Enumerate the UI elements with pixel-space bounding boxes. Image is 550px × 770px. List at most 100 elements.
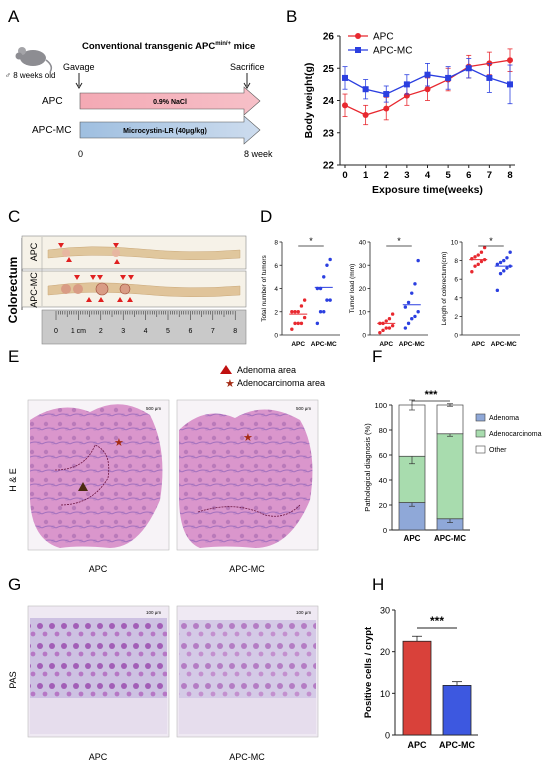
significance-label: * xyxy=(397,236,401,246)
apc-treatment-arrow xyxy=(79,86,261,116)
y-axis-title: Pathological diagnosis (%) xyxy=(363,423,372,512)
data-point xyxy=(387,326,392,330)
x-tick-label: APC xyxy=(407,740,427,750)
significance-label: *** xyxy=(425,389,439,401)
data-point xyxy=(403,305,408,309)
data-point xyxy=(508,250,512,254)
mc-treatment-arrow xyxy=(79,115,261,145)
data-point xyxy=(473,255,477,259)
data-point xyxy=(383,91,390,98)
x-tick-label: APC xyxy=(291,341,305,348)
stacked-bar-adenocarcinoma xyxy=(436,433,464,520)
ruler-tick-label: 0 xyxy=(54,328,58,335)
y-tick-label: 40 xyxy=(379,476,387,485)
he-mc-label: APC-MC xyxy=(229,564,265,574)
organ-label: Colorectum xyxy=(6,257,20,324)
legend-label: APC xyxy=(373,32,394,43)
stacked-bar-adenoma xyxy=(398,502,426,531)
protocol-title: Conventional transgenic APCmin/+ mice xyxy=(82,41,255,52)
x-tick-label: 3 xyxy=(404,170,409,181)
pas-apc-label: APC xyxy=(89,752,108,762)
y-tick-label: 4 xyxy=(274,286,278,293)
y-tick-label: 26 xyxy=(323,32,335,43)
y-tick-label: 6 xyxy=(454,277,458,284)
x-tick-label: APC-MC xyxy=(311,341,337,348)
data-point xyxy=(502,269,506,273)
y-tick-label: 80 xyxy=(379,426,387,435)
apc-pas-scale: 100 μm xyxy=(146,610,161,615)
row-apc-label: APC xyxy=(29,242,39,261)
group-mc-label: APC-MC xyxy=(32,125,71,136)
data-point xyxy=(342,102,348,109)
y-axis-title: Length of colorectum(cm) xyxy=(441,252,448,326)
y-tick-label: 0 xyxy=(385,731,390,741)
apc-he-scale: 500 μm xyxy=(146,406,161,411)
tumor-marker-icons xyxy=(58,243,134,302)
timeline-end: 8 week xyxy=(244,149,273,159)
x-tick-label: APC-MC xyxy=(439,740,475,750)
y-tick-label: 100 xyxy=(374,401,387,410)
data-point xyxy=(479,259,484,264)
legend-marker xyxy=(355,47,361,53)
data-point xyxy=(473,264,477,268)
legend-swatch-adenoma xyxy=(475,413,486,422)
data-point xyxy=(424,71,431,78)
data-point xyxy=(413,314,417,319)
data-point xyxy=(296,321,300,326)
y-tick-label: 40 xyxy=(359,240,367,247)
data-point xyxy=(299,321,304,326)
x-tick-label: 4 xyxy=(425,170,431,181)
data-point xyxy=(290,327,294,331)
legend-label: Other xyxy=(489,447,507,454)
data-point xyxy=(325,263,329,267)
apc-treatment-label: 0.9% NaCl xyxy=(153,99,187,106)
data-point xyxy=(406,300,411,305)
y-tick-label: 10 xyxy=(359,309,367,316)
data-point xyxy=(410,317,414,321)
panel-letter-d: D xyxy=(260,207,272,226)
data-point xyxy=(378,330,382,335)
pas-stain-label: PAS xyxy=(8,671,18,688)
svg-text:★: ★ xyxy=(243,432,253,444)
data-point xyxy=(476,262,480,267)
x-tick-label: 5 xyxy=(445,170,451,181)
y-axis-title: Positive cells / crypt xyxy=(363,626,374,718)
x-axis-title: Exposure time(weeks) xyxy=(372,184,483,196)
y-tick-label: 2 xyxy=(274,309,278,316)
data-point xyxy=(328,298,332,302)
data-point xyxy=(322,310,326,314)
data-point xyxy=(403,81,410,88)
panel-e-he-histology: Adenoma area ★ Adenocarcinoma area H & E… xyxy=(8,365,325,574)
data-point xyxy=(413,282,417,286)
y-tick-label: 0 xyxy=(274,333,278,340)
mc-pas-scale: 100 μm xyxy=(296,610,311,615)
y-axis-title: Tumor load (mm) xyxy=(349,264,356,314)
ruler-tick-label: 1 cm xyxy=(71,328,86,335)
y-tick-label: 23 xyxy=(323,128,335,139)
he-stain-label: H & E xyxy=(8,468,18,492)
data-point xyxy=(381,328,385,333)
data-point xyxy=(479,250,484,254)
gavage-label: Gavage xyxy=(63,62,95,72)
adenoma-legend-label: Adenoma area xyxy=(237,365,296,375)
y-tick-label: 20 xyxy=(380,647,390,657)
significance-label: * xyxy=(309,236,313,246)
panel-letter-a: A xyxy=(8,7,20,26)
data-point xyxy=(318,310,323,314)
panel-letter-h: H xyxy=(372,575,384,594)
data-point xyxy=(507,81,513,88)
data-point xyxy=(322,275,326,279)
y-tick-label: 20 xyxy=(359,286,367,293)
x-tick-label: 6 xyxy=(466,170,471,181)
data-point xyxy=(296,310,300,314)
pathology-stacked-chart: 0 20 40 60 80 100 Pathological diagnosis (%) AP… xyxy=(363,389,542,543)
sacrifice-label: Sacrifice xyxy=(230,62,265,72)
panel-g-pas-histology: PAS 100 μm 100 μm APC APC-MC xyxy=(8,605,319,762)
data-point xyxy=(482,245,487,250)
ruler xyxy=(41,309,247,345)
data-point xyxy=(486,74,493,81)
data-point xyxy=(315,321,320,326)
data-point xyxy=(383,105,390,112)
y-tick-label: 8 xyxy=(274,240,278,247)
